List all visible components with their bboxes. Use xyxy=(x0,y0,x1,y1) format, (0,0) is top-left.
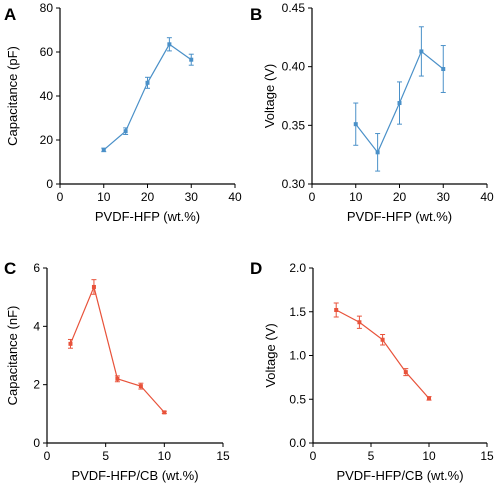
x-tick-label: 5 xyxy=(102,449,109,463)
y-axis-title: Capacitance (pF) xyxy=(5,46,20,146)
x-tick-label: 0 xyxy=(309,190,316,204)
data-point xyxy=(419,49,424,54)
x-axis-title: PVDF-HFP/CB (wt.%) xyxy=(336,468,463,483)
y-tick-label: 4 xyxy=(33,319,40,333)
y-tick-label: 20 xyxy=(40,133,54,147)
data-point xyxy=(380,337,385,342)
y-tick-label: 0 xyxy=(46,177,53,191)
y-tick-label: 6 xyxy=(33,261,40,275)
series-line xyxy=(69,285,165,413)
y-tick-label: 2.0 xyxy=(289,261,306,275)
data-point xyxy=(145,80,150,85)
y-tick-label: 0.30 xyxy=(282,177,306,191)
x-tick-label: 20 xyxy=(393,190,407,204)
x-tick-label: 30 xyxy=(185,190,199,204)
y-tick-label: 0.40 xyxy=(282,60,306,74)
data-point xyxy=(353,122,358,127)
data-point xyxy=(162,410,167,415)
y-axis-title: Voltage (V) xyxy=(263,323,278,387)
y-tick-label: 2 xyxy=(33,378,40,392)
y-tick-label: 0.5 xyxy=(289,392,306,406)
y-tick-label: 0.35 xyxy=(282,118,306,132)
x-tick-label: 40 xyxy=(228,190,242,204)
x-tick-label: 0 xyxy=(57,190,64,204)
panel-d: D 0 5 10 15 0.0 0.5 1.0 1.5 2.0 PVDF-HFP/CB (wt.%)… xyxy=(250,259,494,483)
panel-letter: D xyxy=(250,259,262,278)
x-tick-label: 15 xyxy=(216,449,230,463)
y-tick-label: 40 xyxy=(40,89,54,103)
y-axis-title: Capacitance (nF) xyxy=(5,306,20,406)
y-tick-label: 60 xyxy=(40,45,54,59)
data-point xyxy=(397,101,402,106)
x-axis-title: PVDF-HFP/CB (wt.%) xyxy=(71,468,198,483)
y-axis-title: Voltage (V) xyxy=(262,64,277,128)
y-tick-label: 1.5 xyxy=(289,305,306,319)
x-tick-label: 40 xyxy=(480,190,494,204)
x-axis-title: PVDF-HFP (wt.%) xyxy=(95,209,200,224)
data-point xyxy=(427,396,431,401)
data-point xyxy=(167,42,172,47)
data-point xyxy=(403,370,408,375)
y-tick-label: 80 xyxy=(40,1,54,15)
y-tick-label: 0.45 xyxy=(282,1,306,15)
panel-c: C 0 5 10 15 0 2 4 6 PVDF-HFP/CB (wt.%) Capacitance… xyxy=(4,259,230,483)
data-point xyxy=(334,308,339,312)
panel-a: A 0 10 20 30 40 0 20 40 60 80 PVDF-HFP (wt.%) Capaci… xyxy=(4,1,242,224)
data-point xyxy=(375,150,380,155)
data-point xyxy=(357,320,362,325)
panel-letter: C xyxy=(4,259,16,278)
x-tick-label: 0 xyxy=(310,449,317,463)
data-point xyxy=(101,147,106,152)
x-axis-title: PVDF-HFP (wt.%) xyxy=(347,209,452,224)
x-tick-label: 10 xyxy=(349,190,363,204)
series-line xyxy=(103,43,192,151)
data-point xyxy=(138,384,143,389)
x-tick-label: 10 xyxy=(422,449,436,463)
x-tick-label: 10 xyxy=(158,449,172,463)
x-tick-label: 30 xyxy=(437,190,451,204)
data-point xyxy=(68,341,73,346)
x-tick-label: 15 xyxy=(480,449,494,463)
y-tick-label: 1.0 xyxy=(289,349,306,363)
y-tick-label: 0.0 xyxy=(289,436,306,450)
x-tick-label: 20 xyxy=(141,190,155,204)
x-tick-label: 10 xyxy=(97,190,111,204)
panel-letter: A xyxy=(4,5,16,24)
data-point xyxy=(189,57,194,62)
data-point xyxy=(91,284,96,289)
x-tick-label: 5 xyxy=(368,449,375,463)
y-tick-label: 0 xyxy=(33,436,40,450)
data-point xyxy=(123,129,128,134)
panel-letter: B xyxy=(250,5,262,24)
x-tick-label: 0 xyxy=(44,449,51,463)
series-line xyxy=(335,309,430,399)
panel-b: B 0 10 20 30 40 0.30 0.35 0.40 0.45 PVDF-HFP (wt.%… xyxy=(250,1,494,224)
data-point xyxy=(441,67,446,72)
data-point xyxy=(115,376,120,381)
